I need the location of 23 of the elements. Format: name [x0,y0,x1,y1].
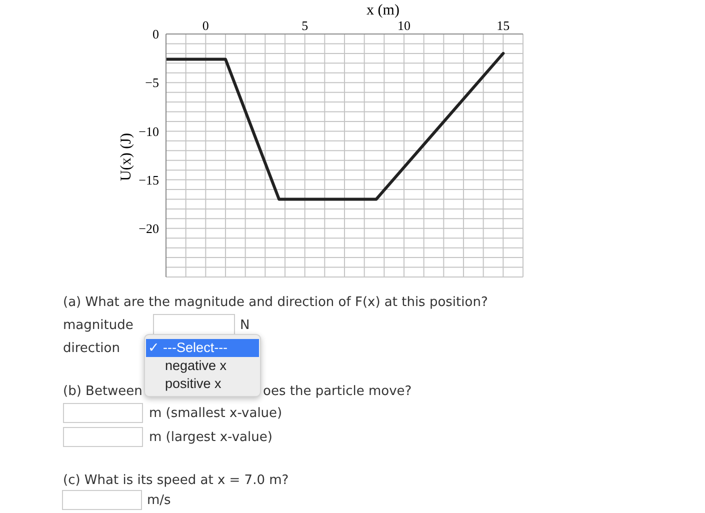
text: positive x [165,376,222,392]
x-axis-title: x (m) [366,2,400,20]
text: direction [63,341,120,357]
y-tick-label: −5 [145,75,159,90]
text: (c) What is its speed at x = 7.0 m? [63,473,289,489]
text: oes the particle move? [263,384,412,400]
x-tick-label: 15 [496,18,510,33]
text: magnitude [63,318,134,334]
y-tick-label: −20 [138,221,159,236]
y-tick-label: −10 [138,124,159,139]
text: (b) Between [63,384,142,400]
y-tick-label: −15 [138,172,159,188]
y-axis-title: U(x) (J) [118,133,136,181]
text: m (smallest x-value) [149,406,282,422]
text: (a) What are the magnitude and direction of F(x) at this position? [63,295,488,311]
text: m/s [147,493,171,509]
x-tick-label: 10 [398,18,410,33]
text: negative x [165,358,227,374]
text: ✓ ---Select--- [148,340,228,356]
x-tick-label: 0 [202,18,209,33]
x-tick-label: 5 [302,18,308,33]
text: N [240,318,250,334]
text: m (largest x-value) [149,430,272,446]
